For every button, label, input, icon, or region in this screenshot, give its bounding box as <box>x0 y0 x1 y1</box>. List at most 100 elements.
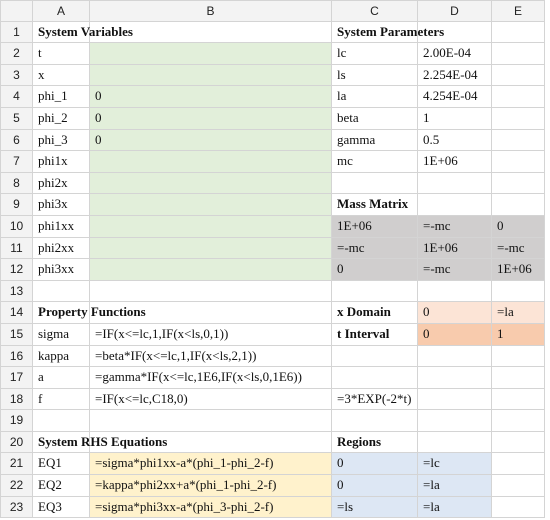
cell-e6[interactable] <box>492 129 545 152</box>
cell-a12[interactable]: phi3xx <box>33 259 90 281</box>
cell-c16[interactable] <box>332 345 418 368</box>
cell-e7[interactable] <box>492 151 545 173</box>
cell-e9[interactable] <box>492 194 545 216</box>
cell-b20[interactable] <box>90 431 332 454</box>
cell-a7[interactable]: phi1x <box>33 151 90 173</box>
cell-b13[interactable] <box>90 280 332 303</box>
row-header-4[interactable]: 4 <box>0 86 33 108</box>
row-header-13[interactable]: 13 <box>0 280 33 303</box>
cell-a20[interactable]: System RHS Equations <box>33 431 167 454</box>
row-header-16[interactable]: 16 <box>0 345 33 368</box>
cell-b5[interactable]: 0 <box>90 107 332 130</box>
cell-b14[interactable] <box>90 302 332 324</box>
cell-b22[interactable]: =kappa*phi2xx+a*(phi_1-phi_2-f) <box>90 475 332 497</box>
cell-c17[interactable] <box>332 367 418 389</box>
cell-a17[interactable]: a <box>33 367 90 389</box>
cell-e2[interactable] <box>492 43 545 65</box>
row-header-20[interactable]: 20 <box>0 431 33 454</box>
cell-c15[interactable]: t Interval <box>332 323 418 346</box>
cell-d14[interactable]: 0 <box>418 302 492 324</box>
cell-b3[interactable] <box>90 64 332 87</box>
cell-a4[interactable]: phi_1 <box>33 86 90 108</box>
row-header-2[interactable]: 2 <box>0 43 33 65</box>
cell-b18[interactable]: =IF(x<=lc,C18,0) <box>90 388 332 411</box>
cell-c12[interactable]: 0 <box>332 259 418 281</box>
cell-d16[interactable] <box>418 345 492 368</box>
cell-a9[interactable]: phi3x <box>33 194 90 216</box>
cell-b10[interactable] <box>90 215 332 238</box>
row-header-1[interactable]: 1 <box>0 21 33 44</box>
cell-d23[interactable]: =la <box>418 496 492 519</box>
row-header-17[interactable]: 17 <box>0 367 33 389</box>
cell-e23[interactable] <box>492 496 545 519</box>
cell-e4[interactable] <box>492 86 545 108</box>
cell-c6[interactable]: gamma <box>332 129 418 152</box>
column-header-a[interactable]: A <box>33 0 90 22</box>
cell-a22[interactable]: EQ2 <box>33 475 90 497</box>
cell-e14[interactable]: =la <box>492 302 545 324</box>
cell-e15[interactable]: 1 <box>492 323 545 346</box>
row-header-11[interactable]: 11 <box>0 237 33 260</box>
cell-c4[interactable]: la <box>332 86 418 108</box>
cell-e8[interactable] <box>492 172 545 195</box>
cell-e19[interactable] <box>492 410 545 432</box>
cell-c21[interactable]: 0 <box>332 453 418 476</box>
cell-d6[interactable]: 0.5 <box>418 129 492 152</box>
cell-b12[interactable] <box>90 259 332 281</box>
cell-c3[interactable]: ls <box>332 64 418 87</box>
row-header-6[interactable]: 6 <box>0 129 33 152</box>
cell-a18[interactable]: f <box>33 388 90 411</box>
cell-e11[interactable]: =-mc <box>492 237 545 260</box>
cell-c13[interactable] <box>332 280 418 303</box>
cell-a14[interactable]: Property Functions <box>33 302 146 324</box>
cell-a8[interactable]: phi2x <box>33 172 90 195</box>
cell-d13[interactable] <box>418 280 492 303</box>
cell-c18[interactable]: =3*EXP(-2*t) <box>332 388 418 411</box>
row-header-12[interactable]: 12 <box>0 259 33 281</box>
cell-c20[interactable]: Regions <box>332 431 418 454</box>
cell-c19[interactable] <box>332 410 418 432</box>
cell-e21[interactable] <box>492 453 545 476</box>
cell-d19[interactable] <box>418 410 492 432</box>
cell-b11[interactable] <box>90 237 332 260</box>
cell-a6[interactable]: phi_3 <box>33 129 90 152</box>
cell-a11[interactable]: phi2xx <box>33 237 90 260</box>
cell-e20[interactable] <box>492 431 545 454</box>
cell-b21[interactable]: =sigma*phi1xx-a*(phi_1-phi_2-f) <box>90 453 332 476</box>
cell-b15[interactable]: =IF(x<=lc,1,IF(x<ls,0,1)) <box>90 323 332 346</box>
cell-d4[interactable]: 4.254E-04 <box>418 86 492 108</box>
cell-d2[interactable]: 2.00E-04 <box>418 43 492 65</box>
row-header-22[interactable]: 22 <box>0 475 33 497</box>
cell-d7[interactable]: 1E+06 <box>418 151 492 173</box>
column-header-c[interactable]: C <box>332 0 418 22</box>
cell-e17[interactable] <box>492 367 545 389</box>
cell-d10[interactable]: =-mc <box>418 215 492 238</box>
cell-d22[interactable]: =la <box>418 475 492 497</box>
cell-b8[interactable] <box>90 172 332 195</box>
cell-e12[interactable]: 1E+06 <box>492 259 545 281</box>
cell-a10[interactable]: phi1xx <box>33 215 90 238</box>
cell-e10[interactable]: 0 <box>492 215 545 238</box>
cell-e13[interactable] <box>492 280 545 303</box>
cell-b2[interactable] <box>90 43 332 65</box>
row-header-14[interactable]: 14 <box>0 302 33 324</box>
select-all-corner[interactable] <box>0 0 33 22</box>
row-header-9[interactable]: 9 <box>0 194 33 216</box>
cell-d20[interactable] <box>418 431 492 454</box>
cell-e1[interactable] <box>492 21 545 44</box>
cell-c8[interactable] <box>332 172 418 195</box>
cell-b1[interactable] <box>90 21 332 44</box>
cell-d18[interactable] <box>418 388 492 411</box>
row-header-8[interactable]: 8 <box>0 172 33 195</box>
cell-d5[interactable]: 1 <box>418 107 492 130</box>
row-header-19[interactable]: 19 <box>0 410 33 432</box>
cell-e22[interactable] <box>492 475 545 497</box>
cell-b6[interactable]: 0 <box>90 129 332 152</box>
cell-e3[interactable] <box>492 64 545 87</box>
column-header-b[interactable]: B <box>90 0 332 22</box>
cell-b16[interactable]: =beta*IF(x<=lc,1,IF(x<ls,2,1)) <box>90 345 332 368</box>
cell-b9[interactable] <box>90 194 332 216</box>
cell-b23[interactable]: =sigma*phi3xx-a*(phi_3-phi_2-f) <box>90 496 332 519</box>
cell-c9[interactable]: Mass Matrix <box>332 194 418 216</box>
row-header-15[interactable]: 15 <box>0 323 33 346</box>
